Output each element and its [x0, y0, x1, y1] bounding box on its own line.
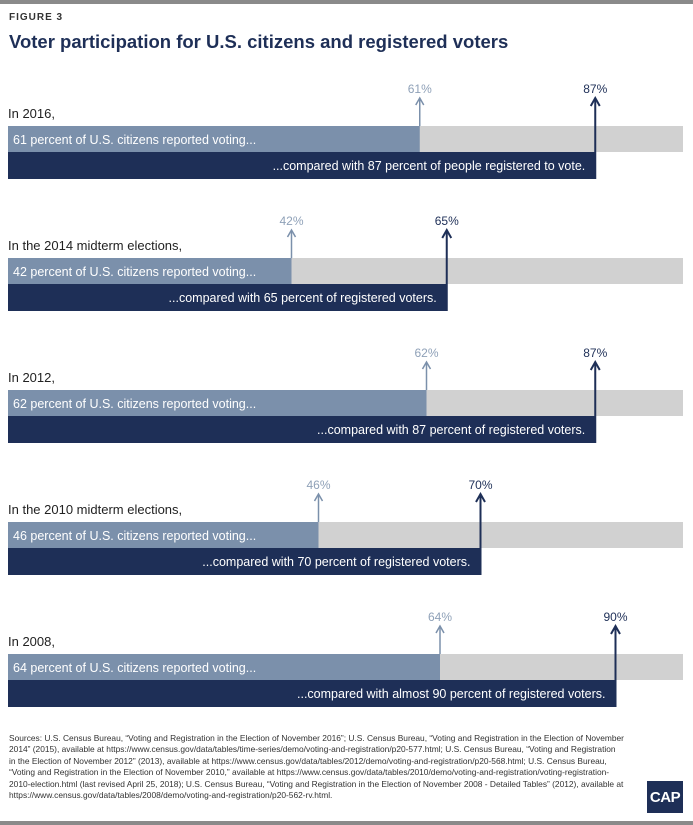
citizen-bar	[8, 126, 420, 152]
group-heading: In 2008,	[8, 634, 55, 649]
registered-bar-text: ...compared with 65 percent of registere…	[169, 291, 437, 305]
registered-marker-arrow	[441, 227, 453, 239]
cap-logo: CAP	[647, 781, 683, 813]
registered-bar-text: ...compared with 87 percent of registere…	[317, 423, 585, 437]
registered-bar	[8, 284, 447, 311]
registered-bar	[8, 680, 616, 707]
group-heading: In 2016,	[8, 106, 55, 121]
registered-value-label: 90%	[603, 610, 627, 624]
citizen-bar-text: 62 percent of U.S. citizens reported vot…	[13, 397, 256, 411]
citizen-marker-arrow	[421, 360, 432, 370]
chart-title: Voter participation for U.S. citizens an…	[9, 31, 509, 52]
group-heading: In 2012,	[8, 370, 55, 385]
registered-marker-arrow	[610, 623, 621, 635]
citizen-marker-arrow	[286, 228, 297, 238]
citizen-value-label: 62%	[414, 346, 438, 360]
citizen-marker-arrow	[415, 96, 425, 106]
group-heading: In the 2010 midterm elections,	[8, 502, 182, 517]
citizen-bar-text: 46 percent of U.S. citizens reported vot…	[13, 529, 256, 543]
registered-value-label: 70%	[468, 478, 492, 492]
citizen-bar-text: 42 percent of U.S. citizens reported vot…	[13, 265, 256, 279]
registered-value-label: 65%	[435, 214, 459, 228]
registered-bar-text: ...compared with almost 90 percent of re…	[297, 687, 605, 701]
citizen-bar	[8, 390, 427, 416]
citizen-bar-text: 61 percent of U.S. citizens reported vot…	[13, 133, 256, 147]
registered-marker-arrow	[475, 491, 486, 503]
group-heading: In the 2014 midterm elections,	[8, 238, 182, 253]
citizen-bar	[8, 654, 440, 680]
registered-bar-text: ...compared with 70 percent of registere…	[202, 555, 470, 569]
registered-marker-arrow	[589, 359, 601, 371]
citizen-marker-arrow	[313, 492, 324, 502]
citizen-value-label: 42%	[279, 214, 303, 228]
registered-value-label: 87%	[583, 346, 607, 360]
registered-value-label: 87%	[583, 82, 607, 96]
registered-bar-text: ...compared with 87 percent of people re…	[273, 159, 586, 173]
chart-svg: In 2016, 61 percent of U.S. citizens repo…	[8, 82, 683, 707]
citizen-value-label: 46%	[306, 478, 330, 492]
registered-bar	[8, 152, 596, 179]
citizen-marker-arrow	[435, 624, 445, 634]
citizen-bar	[8, 522, 319, 548]
figure-label: FIGURE 3	[9, 12, 64, 23]
citizen-value-label: 64%	[428, 610, 452, 624]
registered-bar	[8, 416, 596, 443]
citizen-value-label: 61%	[408, 82, 432, 96]
bottom-rule	[0, 821, 693, 825]
citizen-bar	[8, 258, 292, 284]
sources-note: Sources: U.S. Census Bureau, “Voting and…	[9, 733, 624, 801]
top-rule	[0, 0, 693, 4]
registered-marker-arrow	[589, 95, 601, 107]
registered-bar	[8, 548, 481, 575]
citizen-bar-text: 64 percent of U.S. citizens reported vot…	[13, 661, 256, 675]
